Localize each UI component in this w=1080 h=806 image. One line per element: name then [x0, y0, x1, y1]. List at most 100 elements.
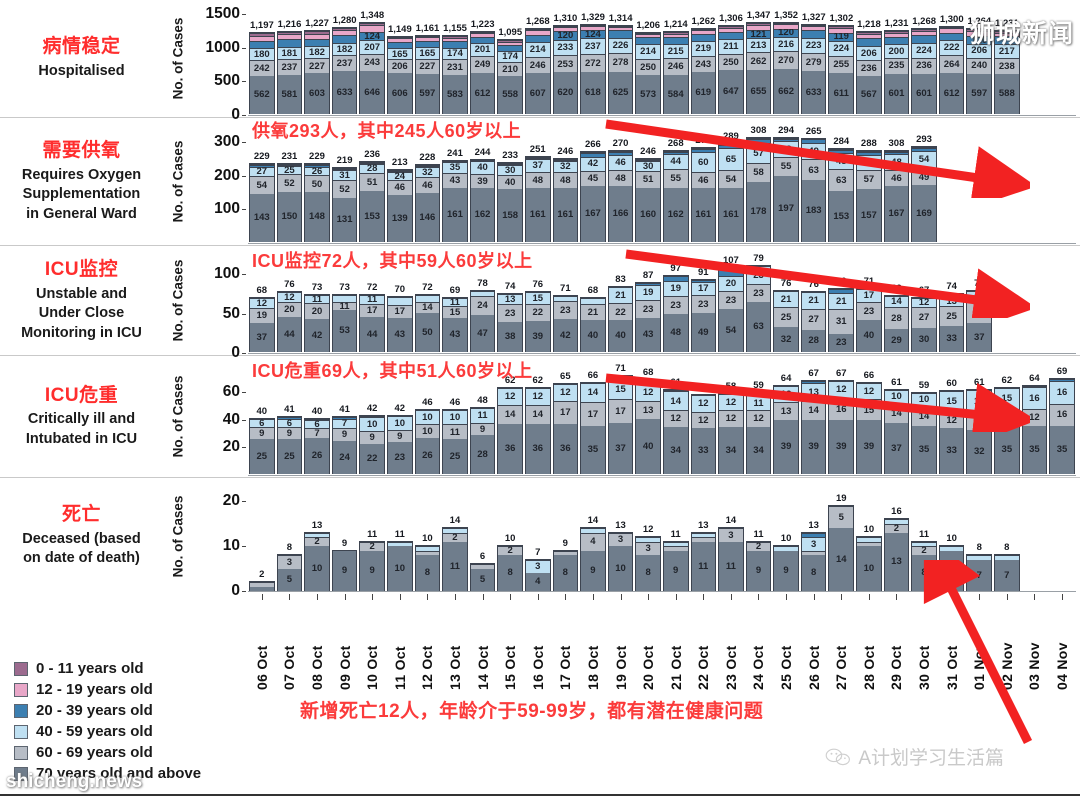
bar-column[interactable]: 8 2 10: [496, 478, 524, 591]
bar-segment[interactable]: [498, 44, 522, 51]
bar-segment[interactable]: 32: [774, 326, 798, 352]
bar-segment[interactable]: 17: [967, 389, 992, 414]
bar-segment[interactable]: 160: [636, 188, 660, 242]
stacked-bar[interactable]: 601 236 224 1,268: [911, 16, 937, 114]
bar-segment[interactable]: [470, 31, 495, 34]
bar-segment[interactable]: [581, 24, 605, 27]
bar-segment[interactable]: 26: [305, 166, 329, 176]
bar-segment[interactable]: 8: [636, 555, 660, 591]
stacked-bar[interactable]: 36 14 12 62: [524, 375, 551, 474]
bar-segment[interactable]: [470, 564, 495, 569]
bar-segment[interactable]: 150: [277, 191, 302, 242]
bar-segment[interactable]: 13: [498, 293, 522, 304]
bar-segment[interactable]: [305, 418, 329, 421]
bar-segment[interactable]: 40: [636, 418, 660, 474]
bar-segment[interactable]: 40: [498, 175, 522, 189]
bar-segment[interactable]: [857, 33, 881, 39]
bar-segment[interactable]: [250, 40, 274, 48]
bar-segment[interactable]: [443, 160, 467, 162]
bar-segment[interactable]: 42: [305, 318, 329, 352]
stacked-bar[interactable]: 11 2 14: [442, 515, 468, 591]
bar-segment[interactable]: [608, 26, 633, 31]
bar-column[interactable]: 28 9 11 48: [469, 356, 497, 474]
bar-segment[interactable]: [912, 541, 936, 546]
bar-segment[interactable]: 28: [470, 435, 495, 474]
bar-segment[interactable]: 224: [829, 40, 854, 56]
bar-segment[interactable]: 180: [250, 47, 274, 60]
bar-segment[interactable]: 25: [939, 306, 964, 326]
bar-segment[interactable]: 161: [553, 187, 578, 242]
bar-segment[interactable]: 601: [912, 73, 936, 114]
bar-segment[interactable]: 38: [498, 322, 522, 352]
bar-segment[interactable]: [332, 167, 357, 169]
bar-segment[interactable]: 57: [746, 143, 771, 163]
bar-segment[interactable]: 12: [1022, 409, 1047, 426]
bar-segment[interactable]: [470, 36, 495, 43]
bar-segment[interactable]: [719, 27, 743, 32]
bar-column[interactable]: 131 52 31 219: [331, 118, 359, 242]
bar-segment[interactable]: 255: [829, 55, 854, 73]
bar-segment[interactable]: 3: [719, 528, 743, 542]
bar-segment[interactable]: [995, 36, 1019, 44]
stacked-bar[interactable]: 178 58 57 308: [745, 125, 772, 242]
bar-segment[interactable]: 12: [912, 297, 936, 307]
bar-column[interactable]: 618 272 237 124 1,329: [579, 0, 607, 114]
bar-segment[interactable]: 11: [443, 424, 467, 440]
stacked-bar[interactable]: 10 11: [386, 529, 413, 591]
bar-segment[interactable]: [636, 380, 660, 385]
stacked-bar[interactable]: 10 3 13: [607, 520, 634, 591]
bar-segment[interactable]: 16: [1050, 381, 1074, 404]
stacked-bar[interactable]: 166 48 46 270: [607, 138, 634, 242]
bar-segment[interactable]: 562: [250, 76, 274, 114]
bar-segment[interactable]: 161: [443, 187, 467, 242]
bar-segment[interactable]: 157: [857, 189, 881, 242]
stacked-bar[interactable]: 584 246 215 1,214: [662, 19, 689, 114]
bar-segment[interactable]: 5: [277, 568, 302, 591]
bar-segment[interactable]: 23: [746, 284, 771, 303]
bar-column[interactable]: 38 23 13 74: [496, 246, 524, 352]
bar-segment[interactable]: [801, 24, 826, 27]
bar-segment[interactable]: 49: [691, 313, 716, 352]
stacked-bar[interactable]: 583 231 174 1,155: [442, 23, 468, 114]
bar-segment[interactable]: 237: [581, 38, 605, 55]
stacked-bar[interactable]: 619 243 219 1,262: [690, 16, 717, 114]
bar-segment[interactable]: 243: [360, 54, 384, 71]
bar-column[interactable]: 8 3 12: [634, 478, 662, 591]
bar-segment[interactable]: 211: [719, 39, 743, 54]
bar-column[interactable]: 633 279 223 1,327: [800, 0, 828, 114]
bar-segment[interactable]: 44: [663, 154, 688, 170]
bar-segment[interactable]: 238: [995, 58, 1019, 75]
stacked-bar[interactable]: 35 14 10 59: [911, 380, 937, 474]
bar-column[interactable]: 9 10: [938, 478, 966, 591]
bar-segment[interactable]: 165: [415, 47, 440, 59]
bar-segment[interactable]: 8: [498, 555, 522, 591]
bar-segment[interactable]: 44: [360, 317, 384, 352]
bar-column[interactable]: 150 52 25 231: [276, 118, 304, 242]
bar-segment[interactable]: [939, 28, 964, 33]
bar-segment[interactable]: 25: [277, 439, 302, 474]
bar-segment[interactable]: 618: [581, 72, 605, 114]
bar-segment[interactable]: 6: [277, 419, 302, 428]
bar-column[interactable]: 197 55 48 294: [772, 118, 800, 242]
stacked-bar[interactable]: 607 246 214 1,268: [524, 16, 551, 114]
bar-segment[interactable]: [443, 528, 467, 533]
bar-column[interactable]: [1021, 478, 1049, 591]
bar-segment[interactable]: 44: [277, 317, 302, 352]
stacked-bar[interactable]: 646 243 207 124 1,348: [359, 10, 385, 114]
bar-column[interactable]: 612 249 201 1,223: [469, 0, 497, 114]
bar-segment[interactable]: [581, 528, 605, 533]
stacked-bar[interactable]: 53 11 73: [331, 282, 358, 352]
bar-segment[interactable]: 12: [691, 395, 716, 412]
bar-segment[interactable]: 174: [498, 50, 522, 63]
bar-column[interactable]: 28 27 21 76: [800, 246, 828, 352]
bar-segment[interactable]: 153: [360, 190, 384, 242]
bar-column[interactable]: 32 12 17 61: [965, 356, 993, 474]
bar-column[interactable]: 49 23 17 91: [690, 246, 718, 352]
bar-segment[interactable]: 11: [746, 395, 771, 411]
bar-column[interactable]: 14 5 19: [827, 478, 855, 591]
bar-segment[interactable]: 606: [387, 73, 412, 114]
stacked-bar[interactable]: 35 16 16 69: [1049, 366, 1075, 474]
